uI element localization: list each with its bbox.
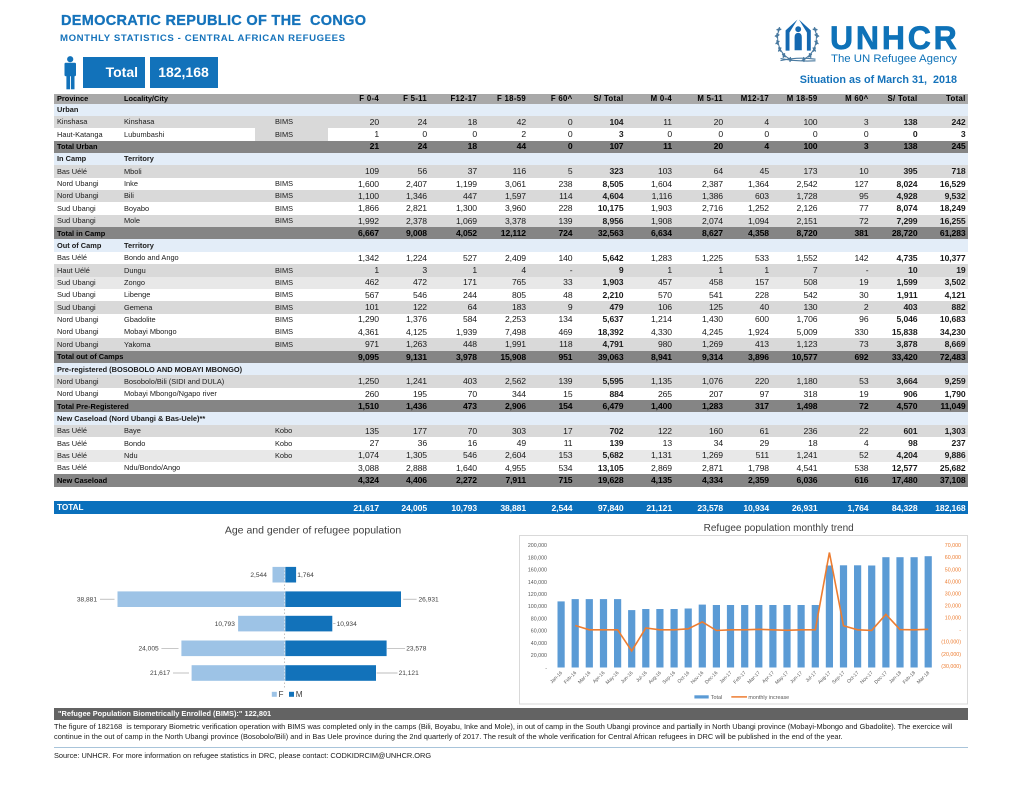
svg-text:Age and gender of refugee popu: Age and gender of refugee population (225, 525, 401, 537)
svg-text:60,000: 60,000 (531, 629, 547, 635)
svg-text:21,617: 21,617 (150, 670, 171, 677)
svg-text:21,121: 21,121 (399, 670, 420, 677)
svg-text:10,934: 10,934 (337, 621, 358, 628)
svg-text:140,000: 140,000 (528, 580, 547, 586)
svg-text:80,000: 80,000 (531, 616, 547, 622)
svg-text:38,881: 38,881 (77, 596, 98, 603)
svg-text:2,544: 2,544 (250, 572, 267, 579)
svg-text:-: - (959, 628, 961, 634)
svg-text:monthly increase: monthly increase (748, 695, 789, 701)
svg-text:120,000: 120,000 (528, 592, 547, 598)
svg-text:10,793: 10,793 (215, 621, 236, 628)
svg-text:(20,000): (20,000) (941, 652, 961, 658)
svg-text:23,578: 23,578 (406, 646, 427, 653)
svg-text:40,000: 40,000 (945, 579, 961, 585)
svg-text:24,005: 24,005 (139, 646, 160, 653)
svg-text:20,000: 20,000 (945, 604, 961, 610)
svg-text:Total: Total (711, 695, 722, 701)
svg-text:F: F (279, 690, 284, 699)
svg-text:(30,000): (30,000) (941, 664, 961, 670)
svg-text:100,000: 100,000 (528, 604, 547, 610)
svg-text:30,000: 30,000 (945, 591, 961, 597)
svg-text:Refugee population monthly tre: Refugee population monthly trend (704, 523, 854, 534)
svg-text:1,764: 1,764 (297, 572, 314, 579)
svg-text:10,000: 10,000 (945, 616, 961, 622)
svg-text:(10,000): (10,000) (941, 640, 961, 646)
svg-text:70,000: 70,000 (945, 543, 961, 549)
svg-text:160,000: 160,000 (528, 568, 547, 574)
svg-text:26,931: 26,931 (419, 596, 440, 603)
svg-text:20,000: 20,000 (531, 653, 547, 659)
svg-text:-: - (545, 665, 547, 671)
svg-text:60,000: 60,000 (945, 555, 961, 561)
svg-text:180,000: 180,000 (528, 555, 547, 561)
svg-text:M: M (296, 690, 303, 699)
svg-text:40,000: 40,000 (531, 641, 547, 647)
svg-text:50,000: 50,000 (945, 567, 961, 573)
svg-text:200,000: 200,000 (528, 543, 547, 549)
